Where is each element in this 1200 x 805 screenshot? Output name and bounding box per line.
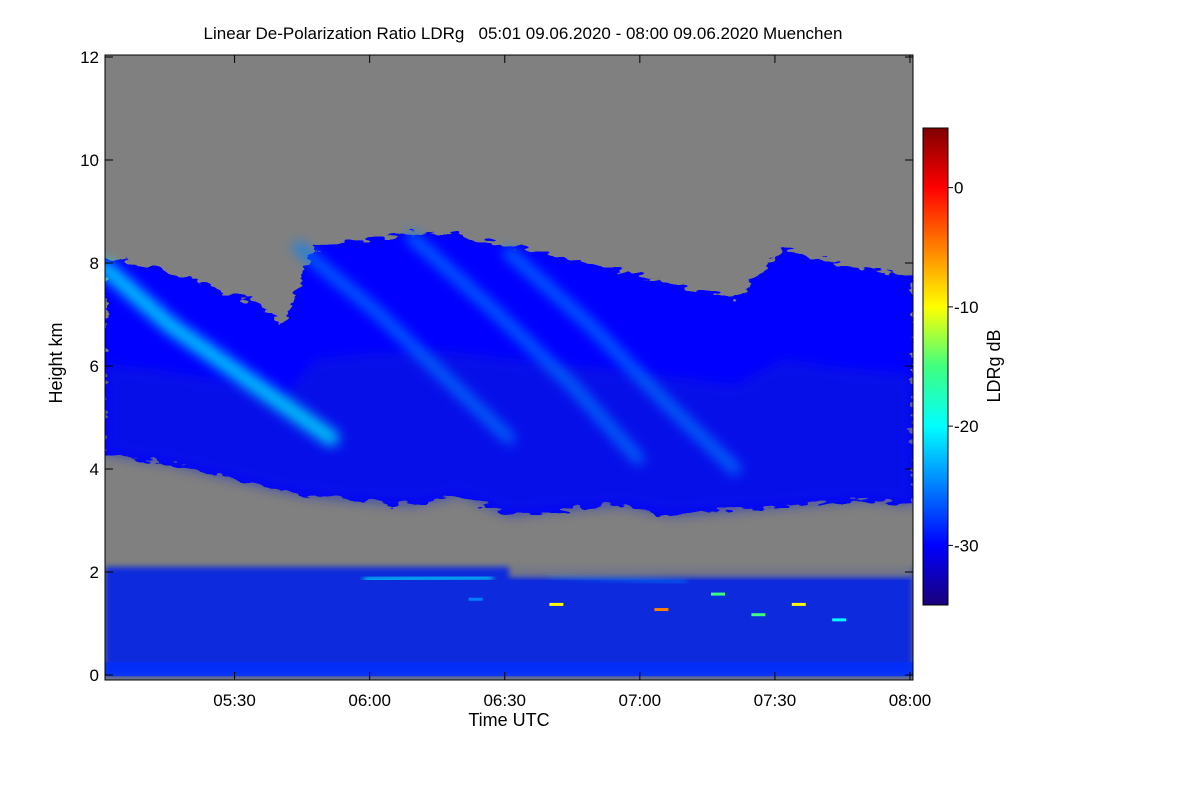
plot-frame	[104, 54, 914, 681]
fall-streak	[503, 246, 742, 475]
bl-speckle	[711, 592, 725, 596]
bl-speckle	[791, 602, 806, 606]
x-axis-label: Time UTC	[468, 710, 549, 730]
y-tick-label: 12	[80, 48, 99, 67]
y-axis-label: Height km	[46, 322, 66, 403]
fall-streak	[406, 231, 645, 465]
boundary-layer	[105, 566, 913, 676]
aerosol-streak	[363, 574, 493, 583]
x-tick-label: 07:00	[619, 691, 662, 710]
y-tick-label: 2	[90, 563, 99, 582]
x-tick-label: 06:00	[348, 691, 391, 710]
near-ground-band	[105, 662, 913, 677]
axes: 0 2 4 6 8 10 12 05:30 06:00 06:30 07:00 07:30 08:00	[80, 48, 931, 710]
bl-speckle	[549, 602, 564, 606]
y-tick-label: 6	[90, 357, 99, 376]
chart-title: Linear De-Polarization Ratio LDRg 05:01 …	[204, 24, 843, 43]
fall-streak	[292, 241, 515, 445]
y-tick-label: 4	[90, 460, 99, 479]
colorbar: 0 -10 -20 -30 LDRg dB	[922, 127, 1004, 606]
x-tick-label: 05:30	[213, 691, 256, 710]
y-tick-label: 0	[90, 666, 99, 685]
colorbar-tick-label: -10	[954, 298, 979, 317]
bl-speckle	[654, 608, 669, 612]
colorbar-tick-label: 0	[954, 179, 963, 198]
colorbar-tick-label: -20	[954, 417, 979, 436]
bl-speckle	[468, 597, 483, 601]
y-tick-label: 8	[90, 254, 99, 273]
plot-area	[105, 55, 913, 680]
colorbar-label: LDRg dB	[984, 329, 1004, 402]
colorbar-tick-label: -30	[954, 536, 979, 555]
bl-speckle	[751, 613, 766, 617]
bl-speckle	[832, 618, 847, 622]
colorbar-gradient	[922, 127, 949, 606]
x-tick-label: 07:30	[754, 691, 797, 710]
no-signal-gap	[509, 551, 913, 578]
x-tick-label: 08:00	[889, 691, 932, 710]
x-tick-label: 06:30	[483, 691, 526, 710]
y-tick-label: 10	[80, 151, 99, 170]
fall-streak	[105, 260, 340, 447]
